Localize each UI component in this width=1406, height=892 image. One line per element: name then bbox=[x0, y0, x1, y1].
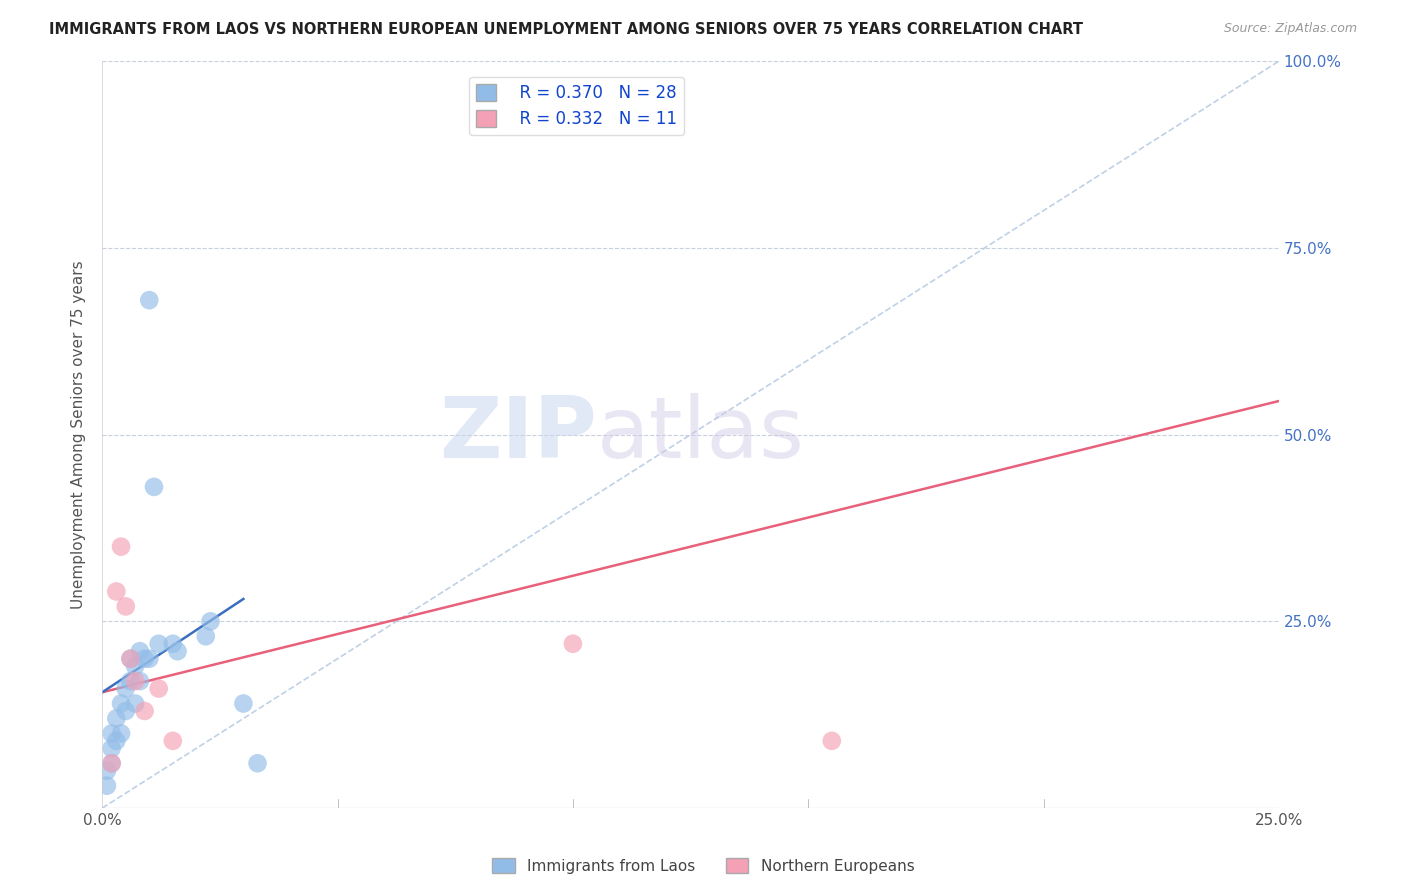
Point bbox=[114, 681, 136, 696]
Point bbox=[246, 756, 269, 771]
Point bbox=[134, 651, 156, 665]
Legend:   R = 0.370   N = 28,   R = 0.332   N = 11: R = 0.370 N = 28, R = 0.332 N = 11 bbox=[470, 77, 685, 135]
Point bbox=[110, 540, 132, 554]
Point bbox=[128, 644, 150, 658]
Point bbox=[124, 674, 146, 689]
Point bbox=[100, 726, 122, 740]
Point bbox=[162, 734, 184, 748]
Y-axis label: Unemployment Among Seniors over 75 years: Unemployment Among Seniors over 75 years bbox=[72, 260, 86, 609]
Point bbox=[100, 756, 122, 771]
Point bbox=[100, 756, 122, 771]
Point bbox=[124, 697, 146, 711]
Point bbox=[120, 674, 142, 689]
Point bbox=[232, 697, 254, 711]
Point bbox=[162, 637, 184, 651]
Point bbox=[120, 651, 142, 665]
Point bbox=[114, 704, 136, 718]
Point bbox=[110, 726, 132, 740]
Point bbox=[105, 734, 128, 748]
Legend: Immigrants from Laos, Northern Europeans: Immigrants from Laos, Northern Europeans bbox=[485, 852, 921, 880]
Point bbox=[114, 599, 136, 614]
Point bbox=[166, 644, 188, 658]
Text: ZIP: ZIP bbox=[439, 393, 596, 476]
Text: atlas: atlas bbox=[596, 393, 804, 476]
Point bbox=[148, 681, 170, 696]
Point bbox=[128, 674, 150, 689]
Point bbox=[96, 779, 118, 793]
Point bbox=[138, 293, 160, 308]
Point bbox=[194, 629, 217, 643]
Point bbox=[561, 637, 583, 651]
Point bbox=[148, 637, 170, 651]
Point bbox=[200, 615, 222, 629]
Point bbox=[124, 659, 146, 673]
Point bbox=[821, 734, 844, 748]
Text: IMMIGRANTS FROM LAOS VS NORTHERN EUROPEAN UNEMPLOYMENT AMONG SENIORS OVER 75 YEA: IMMIGRANTS FROM LAOS VS NORTHERN EUROPEA… bbox=[49, 22, 1083, 37]
Point bbox=[143, 480, 166, 494]
Point bbox=[138, 651, 160, 665]
Point bbox=[110, 697, 132, 711]
Point bbox=[100, 741, 122, 756]
Point bbox=[120, 651, 142, 665]
Text: Source: ZipAtlas.com: Source: ZipAtlas.com bbox=[1223, 22, 1357, 36]
Point bbox=[105, 711, 128, 725]
Point bbox=[134, 704, 156, 718]
Point bbox=[96, 764, 118, 778]
Point bbox=[105, 584, 128, 599]
